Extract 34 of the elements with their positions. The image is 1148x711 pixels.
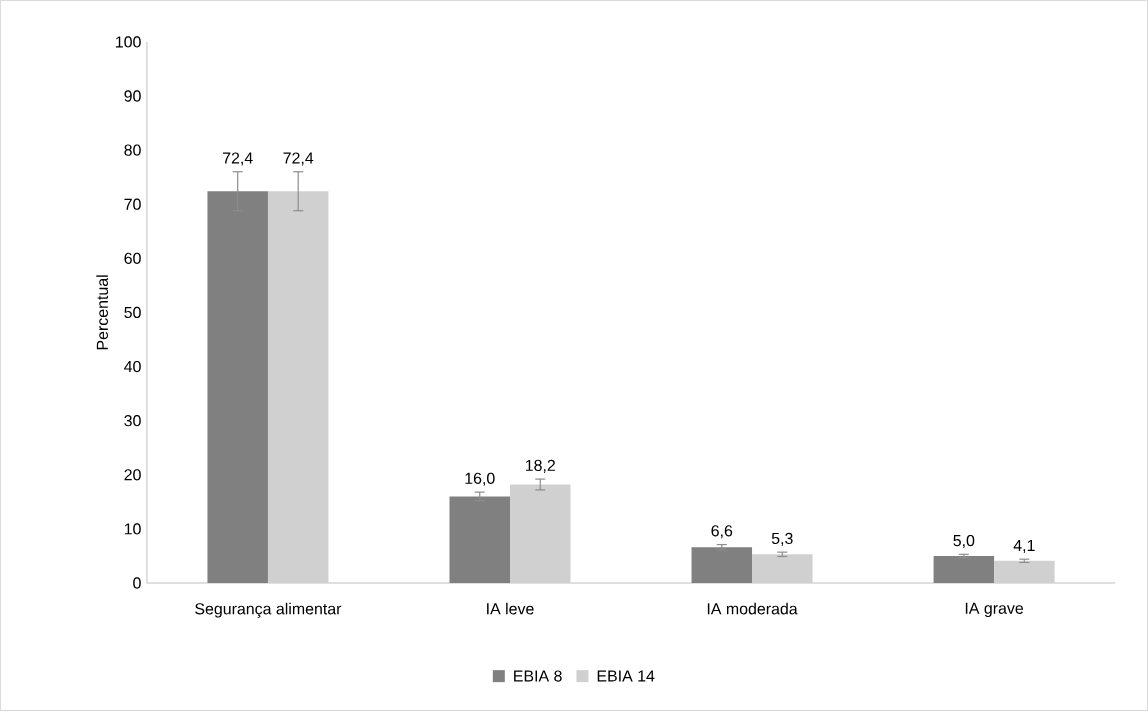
x-tick-label: IA leve (487, 602, 534, 615)
bar (267, 191, 329, 584)
bar (994, 560, 1055, 584)
data-label: 72,4 (283, 152, 314, 166)
legend-label: EBIA 14 (597, 670, 655, 682)
bar (207, 191, 268, 584)
bar (449, 496, 510, 584)
y-tick-label: 20 (124, 469, 141, 481)
y-tick-label: 10 (124, 523, 141, 535)
bar (933, 555, 995, 584)
y-tick-label: 80 (124, 144, 141, 156)
data-label: 6,6 (711, 525, 733, 539)
x-tick-label: IA grave (965, 602, 1024, 618)
bar (691, 547, 753, 584)
y-tick-label: 100 (116, 36, 141, 48)
data-label: 5,3 (771, 532, 793, 546)
y-tick-label: 0 (133, 577, 141, 589)
y-tick-label: 30 (124, 415, 141, 427)
data-label: 4,1 (1013, 540, 1035, 554)
y-tick-label: 70 (124, 198, 141, 210)
data-label: 5,0 (953, 534, 975, 549)
legend-label: EBIA 8 (514, 670, 562, 682)
data-label: 16,0 (465, 472, 495, 486)
y-tick-label: 90 (124, 90, 141, 102)
bar (510, 484, 571, 584)
y-tick-label: 40 (124, 360, 141, 373)
y-tick-label: 50 (124, 306, 141, 319)
bar (752, 554, 813, 584)
y-axis-title: Percentual (96, 275, 108, 350)
x-tick-label: Segurança alimentar (195, 602, 342, 618)
data-label: 18,2 (525, 459, 555, 473)
x-tick-label: IA moderada (707, 602, 798, 615)
data-label: 72,4 (223, 152, 253, 166)
y-tick-label: 60 (124, 252, 141, 265)
